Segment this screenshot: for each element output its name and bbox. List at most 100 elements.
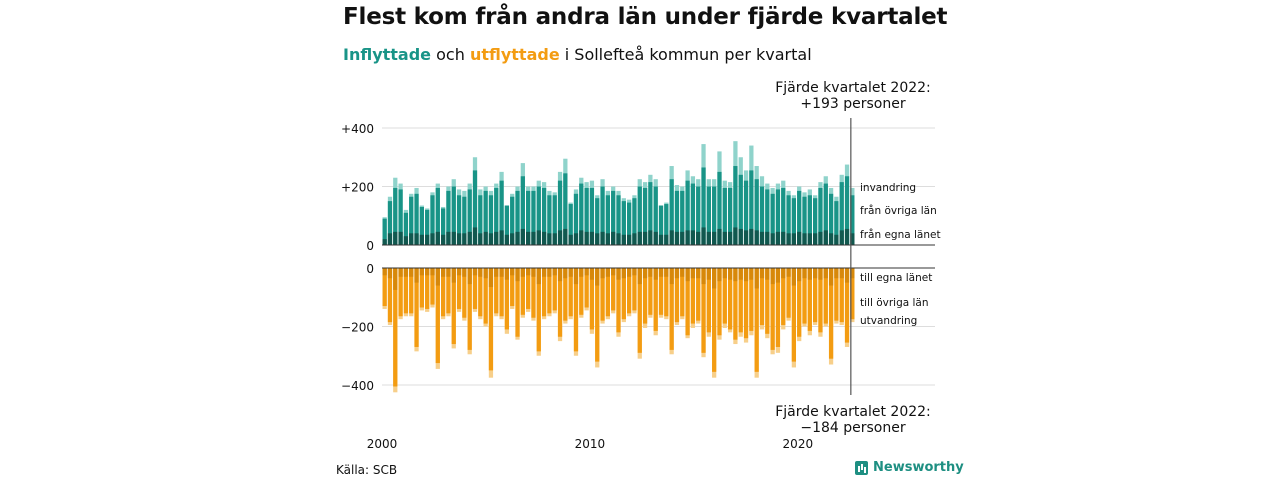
bar-inflow-other-counties (573, 193, 579, 245)
bar-inflow-own-county (823, 230, 828, 245)
bar-outflow-own-county (775, 268, 781, 283)
subtitle-rest: i Sollefteå kommun per kvartal (559, 45, 812, 64)
bar-inflow-own-county (839, 230, 844, 245)
bar-inflow-own-county (632, 233, 637, 245)
bar-inflow-other-counties (557, 180, 563, 245)
annotation-bottom-line1: Fjärde kvartalet 2022: (775, 404, 931, 420)
bar-outflow-own-county (440, 268, 446, 277)
bar-outflow-own-county (589, 268, 595, 280)
bar-outflow-own-county (706, 268, 711, 280)
bar-inflow-other-counties (451, 186, 456, 245)
brand-name: Newsworthy (873, 460, 964, 475)
bar-outflow-own-county (430, 268, 435, 276)
bar-outflow-own-county (398, 268, 403, 277)
bar-inflow-other-counties (403, 212, 409, 245)
bar-inflow-own-county (573, 233, 579, 245)
bar-outflow-other-counties (743, 268, 749, 339)
bar-inflow-other-counties (579, 183, 584, 245)
bar-outflow-own-county (669, 268, 674, 285)
bar-inflow-own-county (706, 231, 711, 245)
bar-inflow-other-counties (398, 189, 403, 245)
bar-inflow-other-counties (690, 183, 696, 245)
bar-inflow-other-counties (605, 195, 610, 245)
bar-inflow-other-counties (797, 190, 802, 245)
bar-outflow-own-county (765, 268, 770, 280)
bar-outflow-own-county (456, 268, 462, 276)
bar-outflow-own-county (828, 268, 834, 286)
bar-inflow-own-county (584, 231, 589, 245)
bar-outflow-own-county (499, 268, 504, 277)
bar-inflow-other-counties (595, 198, 600, 245)
bar-inflow-other-counties (547, 195, 552, 245)
bar-outflow-own-county (595, 268, 600, 286)
bar-inflow-own-county (759, 231, 765, 245)
bar-outflow-other-counties (765, 268, 770, 334)
bar-outflow-own-county (573, 268, 579, 285)
bar-inflow-own-county (765, 231, 770, 245)
bar-inflow-own-county (786, 233, 791, 245)
bar-outflow-other-counties (701, 268, 706, 353)
subtitle-connector: och (431, 45, 470, 64)
bar-outflow-other-counties (573, 268, 579, 352)
bar-inflow-other-counties (680, 190, 685, 245)
subtitle-outflow-word: utflyttade (469, 45, 560, 64)
bar-outflow-own-county (446, 268, 451, 277)
bar-outflow-other-counties (775, 268, 781, 347)
bar-outflow-other-counties (770, 268, 775, 350)
bar-outflow-own-county (393, 268, 398, 290)
bar-inflow-other-counties (791, 198, 797, 245)
bar-inflow-own-county (738, 228, 743, 245)
bar-inflow-own-county (462, 233, 467, 245)
bar-inflow-own-county (478, 233, 483, 245)
bar-outflow-own-county (696, 268, 701, 279)
bar-outflow-own-county (722, 268, 727, 279)
bar-outflow-other-counties (786, 268, 791, 318)
bar-inflow-other-counties (478, 195, 483, 245)
bar-inflow-other-counties (765, 189, 770, 245)
bar-outflow-own-county (494, 268, 499, 277)
x-tick-label: 2000 (367, 437, 398, 451)
bar-inflow-other-counties (419, 206, 424, 245)
bar-inflow-own-county (414, 233, 419, 245)
bar-outflow-other-counties (425, 268, 430, 309)
bar-inflow-own-county (653, 231, 658, 245)
bar-inflow-other-counties (382, 218, 387, 245)
bar-outflow-own-county (557, 268, 563, 282)
bar-outflow-other-counties (595, 268, 600, 362)
bar-inflow-own-county (520, 228, 525, 245)
y-tick-label-top: +400 (341, 122, 374, 136)
bar-inflow-other-counties (674, 190, 680, 245)
bar-outflow-own-county (717, 268, 722, 282)
bar-inflow-other-counties (685, 180, 690, 245)
bar-inflow-own-county (743, 230, 749, 245)
bar-inflow-other-counties (563, 173, 568, 245)
bar-inflow-other-counties (733, 166, 738, 245)
bar-outflow-own-county (435, 268, 440, 286)
bar-outflow-own-county (786, 268, 791, 277)
bar-inflow-own-county (393, 231, 398, 245)
bar-inflow-own-county (637, 231, 642, 245)
bar-outflow-own-county (611, 268, 616, 276)
bar-outflow-own-county (467, 268, 472, 285)
bar-inflow-own-county (781, 231, 786, 245)
bar-inflow-other-counties (706, 186, 711, 245)
annotation-top-line1: Fjärde kvartalet 2022: (775, 80, 931, 96)
bar-inflow-other-counties (839, 182, 844, 245)
bar-outflow-own-county (414, 268, 419, 283)
bar-inflow-own-county (446, 231, 451, 245)
bar-outflow-other-counties (738, 268, 743, 333)
bar-inflow-other-counties (387, 201, 393, 245)
bar-outflow-own-county (802, 268, 807, 279)
bar-outflow-own-county (584, 268, 589, 276)
bar-outflow-own-county (749, 268, 754, 280)
bar-inflow-own-county (430, 233, 435, 245)
bar-inflow-other-counties (786, 195, 791, 245)
bar-inflow-other-counties (834, 201, 839, 245)
bar-outflow-own-county (664, 268, 669, 277)
bar-inflow-own-county (791, 233, 797, 245)
bar-outflow-other-counties (467, 268, 472, 350)
bar-outflow-own-county (531, 268, 536, 277)
bar-outflow-other-counties (579, 268, 584, 315)
bar-inflow-other-counties (632, 198, 637, 245)
